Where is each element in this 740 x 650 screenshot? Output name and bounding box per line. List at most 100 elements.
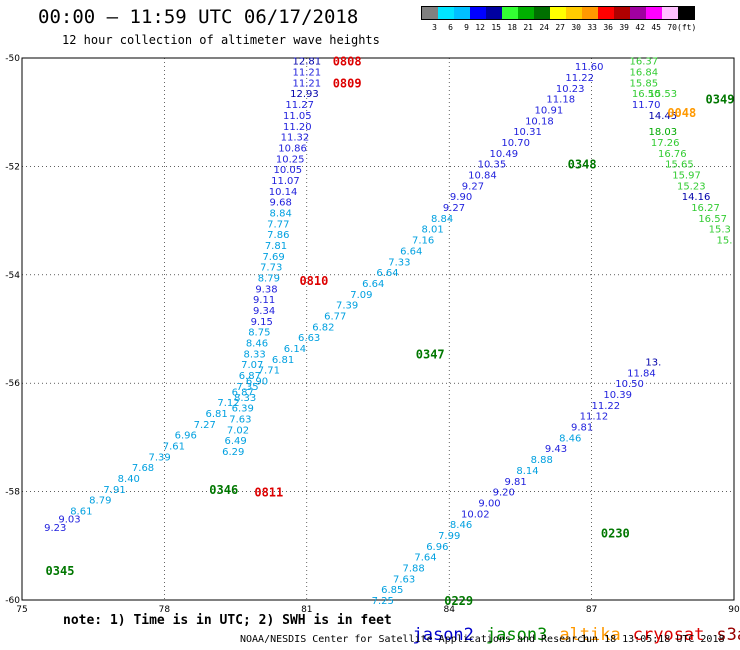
swh-value-jason3: 10.23: [556, 84, 585, 95]
pass-time-label: 0809: [333, 76, 362, 90]
scale-swatch: [630, 7, 646, 19]
swh-value-cryosat: 9.15: [251, 317, 273, 328]
swh-value-jason3: 6.77: [324, 311, 346, 322]
scale-swatch: [598, 7, 614, 19]
scale-label: 42: [635, 23, 645, 32]
swh-value-jason2: 13.: [645, 358, 661, 369]
swh-value-jason3: 9.90: [450, 192, 472, 203]
swh-value-cryosat: 10.05: [273, 165, 302, 176]
swh-value-altika: 15.97: [672, 171, 701, 182]
pass-time-label: 0346: [209, 483, 238, 497]
swh-value-cryosat: 7.81: [265, 241, 287, 252]
swh-value-jason3: 7.09: [350, 290, 372, 301]
pass-time-label: 0810: [299, 274, 328, 288]
swh-value-jason3: 6.64: [400, 246, 422, 257]
color-scale-bar: [421, 6, 695, 20]
swh-value-altika: 16.76: [658, 149, 687, 160]
pass-time-label: 0230: [601, 526, 630, 540]
swh-value-jason2: 10.50: [615, 379, 644, 390]
scale-swatch: [438, 7, 454, 19]
swh-value-jason3: 7.39: [336, 301, 358, 312]
chart-title: 00:00 – 11:59 UTC 06/17/2018: [38, 6, 359, 28]
swh-value-cryosat: 9.34: [253, 306, 275, 317]
swh-value-cryosat: 6.29: [222, 447, 244, 458]
scale-swatch: [662, 7, 678, 19]
scale-swatch: [566, 7, 582, 19]
y-tick-label: -60: [5, 596, 20, 606]
swh-value-cryosat: 6.49: [224, 436, 246, 447]
pass-time-label: 0347: [416, 347, 445, 361]
swh-value-cryosat: 11.21: [292, 78, 321, 89]
swh-value-cryosat: 6.87: [239, 371, 261, 382]
swh-value-jason3: 6.96: [175, 431, 197, 442]
satellite-legend: jason2 jason3 altika cryosat s3a: [392, 605, 740, 645]
swh-value-jason3: 10.35: [478, 160, 507, 171]
swh-value-jason3: 8.01: [421, 225, 443, 236]
swh-value-jason2: 9.43: [545, 444, 567, 455]
swh-value-cryosat: 11.32: [281, 133, 310, 144]
swh-value-jason3: 6.82: [312, 322, 334, 333]
scale-swatch: [550, 7, 566, 19]
swh-value-altika: 16.37: [629, 57, 658, 68]
swh-value-jason3: 10.70: [501, 138, 530, 149]
swh-value-cryosat: 10.14: [269, 187, 298, 198]
scale-label: 36: [603, 23, 613, 32]
swh-value-jason3: 9.27: [443, 203, 465, 214]
x-tick-label: 81: [301, 605, 312, 615]
swh-value-cryosat: 7.77: [267, 219, 289, 230]
time-labels: 0808 0809 0810 0811 0345 0346 0347 0348 0349 0230…: [46, 55, 735, 608]
swh-value-jason3: 11.60: [575, 62, 604, 73]
scale-label: 18: [507, 23, 517, 32]
swh-value-altika: 16.57: [698, 214, 727, 225]
pass-time-label: 0345: [46, 564, 75, 578]
pass-time-label: 0811: [254, 486, 283, 500]
swh-value-cryosat: 8.84: [270, 208, 292, 219]
swh-value-jason3: 7.71: [258, 366, 280, 377]
swh-value-cryosat: 8.33: [243, 349, 265, 360]
scale-label: 15: [491, 23, 501, 32]
swh-value-jason2: 8.46: [450, 520, 472, 531]
scale-label: 6: [448, 23, 453, 32]
swh-value-jason3: 7.39: [149, 452, 171, 463]
swh-value-cryosat: 7.02: [227, 425, 249, 436]
scale-swatch: [582, 7, 598, 19]
swh-value-jason3: 10.49: [489, 149, 518, 160]
swh-value-cryosat: 7.35: [236, 382, 258, 393]
swh-value-altika: 11.70: [632, 100, 661, 111]
axis-ticks: 75 78 81 84 87 90 -50 -52 -54 -56 -58 -60: [5, 54, 740, 615]
swh-value-jason3: 10.91: [535, 105, 564, 116]
y-tick-label: -50: [5, 54, 20, 64]
swh-value-jason3: 10.84: [468, 171, 497, 182]
scale-swatch: [678, 7, 694, 19]
swh-value-cryosat: 8.79: [258, 274, 280, 285]
swh-value-jason3: 11.22: [565, 73, 594, 84]
swh-value-cryosat: 11.07: [271, 176, 300, 187]
swh-value-cryosat: 9.38: [255, 284, 277, 295]
swh-value-jason3: 7.27: [194, 420, 216, 431]
x-tick-label: 90: [728, 605, 740, 615]
pass-time-label: 0808: [333, 55, 362, 69]
swh-value-jason2: 9.81: [571, 423, 593, 434]
swh-value-jason2: 7.64: [414, 553, 436, 564]
swh-value-jason3: 6.81: [272, 355, 294, 366]
swh-value-jason3: 10.31: [513, 127, 542, 138]
scale-swatch: [534, 7, 550, 19]
x-tick-label: 87: [586, 605, 597, 615]
color-scale-labels: 3 6 9 12 15 18 21 24 27 30 33 36 39 42 45 70 (ft): [421, 23, 696, 32]
swh-value-jason2: 9.81: [505, 477, 527, 488]
scale-label: 24: [539, 23, 549, 32]
swh-value-jason2: 6.85: [381, 585, 403, 596]
swh-value-altika: 14.45: [648, 111, 677, 122]
swh-value-jason3: 9.23: [44, 523, 66, 534]
swh-value-altika: 14.16: [682, 192, 711, 203]
swh-value-jason2: 11.12: [580, 412, 609, 423]
swh-value-altika: 15.3: [709, 225, 731, 236]
swh-value-jason3: 7.61: [163, 442, 185, 453]
scale-label: 45: [651, 23, 661, 32]
legend-altika: altika: [559, 625, 621, 645]
swh-value-jason2: 8.46: [559, 433, 581, 444]
grid-lines: [22, 58, 734, 600]
swh-value-cryosat: 12.81: [292, 57, 321, 68]
swh-value-cryosat: 8.75: [248, 328, 270, 339]
swh-value-cryosat: 10.86: [278, 143, 307, 154]
